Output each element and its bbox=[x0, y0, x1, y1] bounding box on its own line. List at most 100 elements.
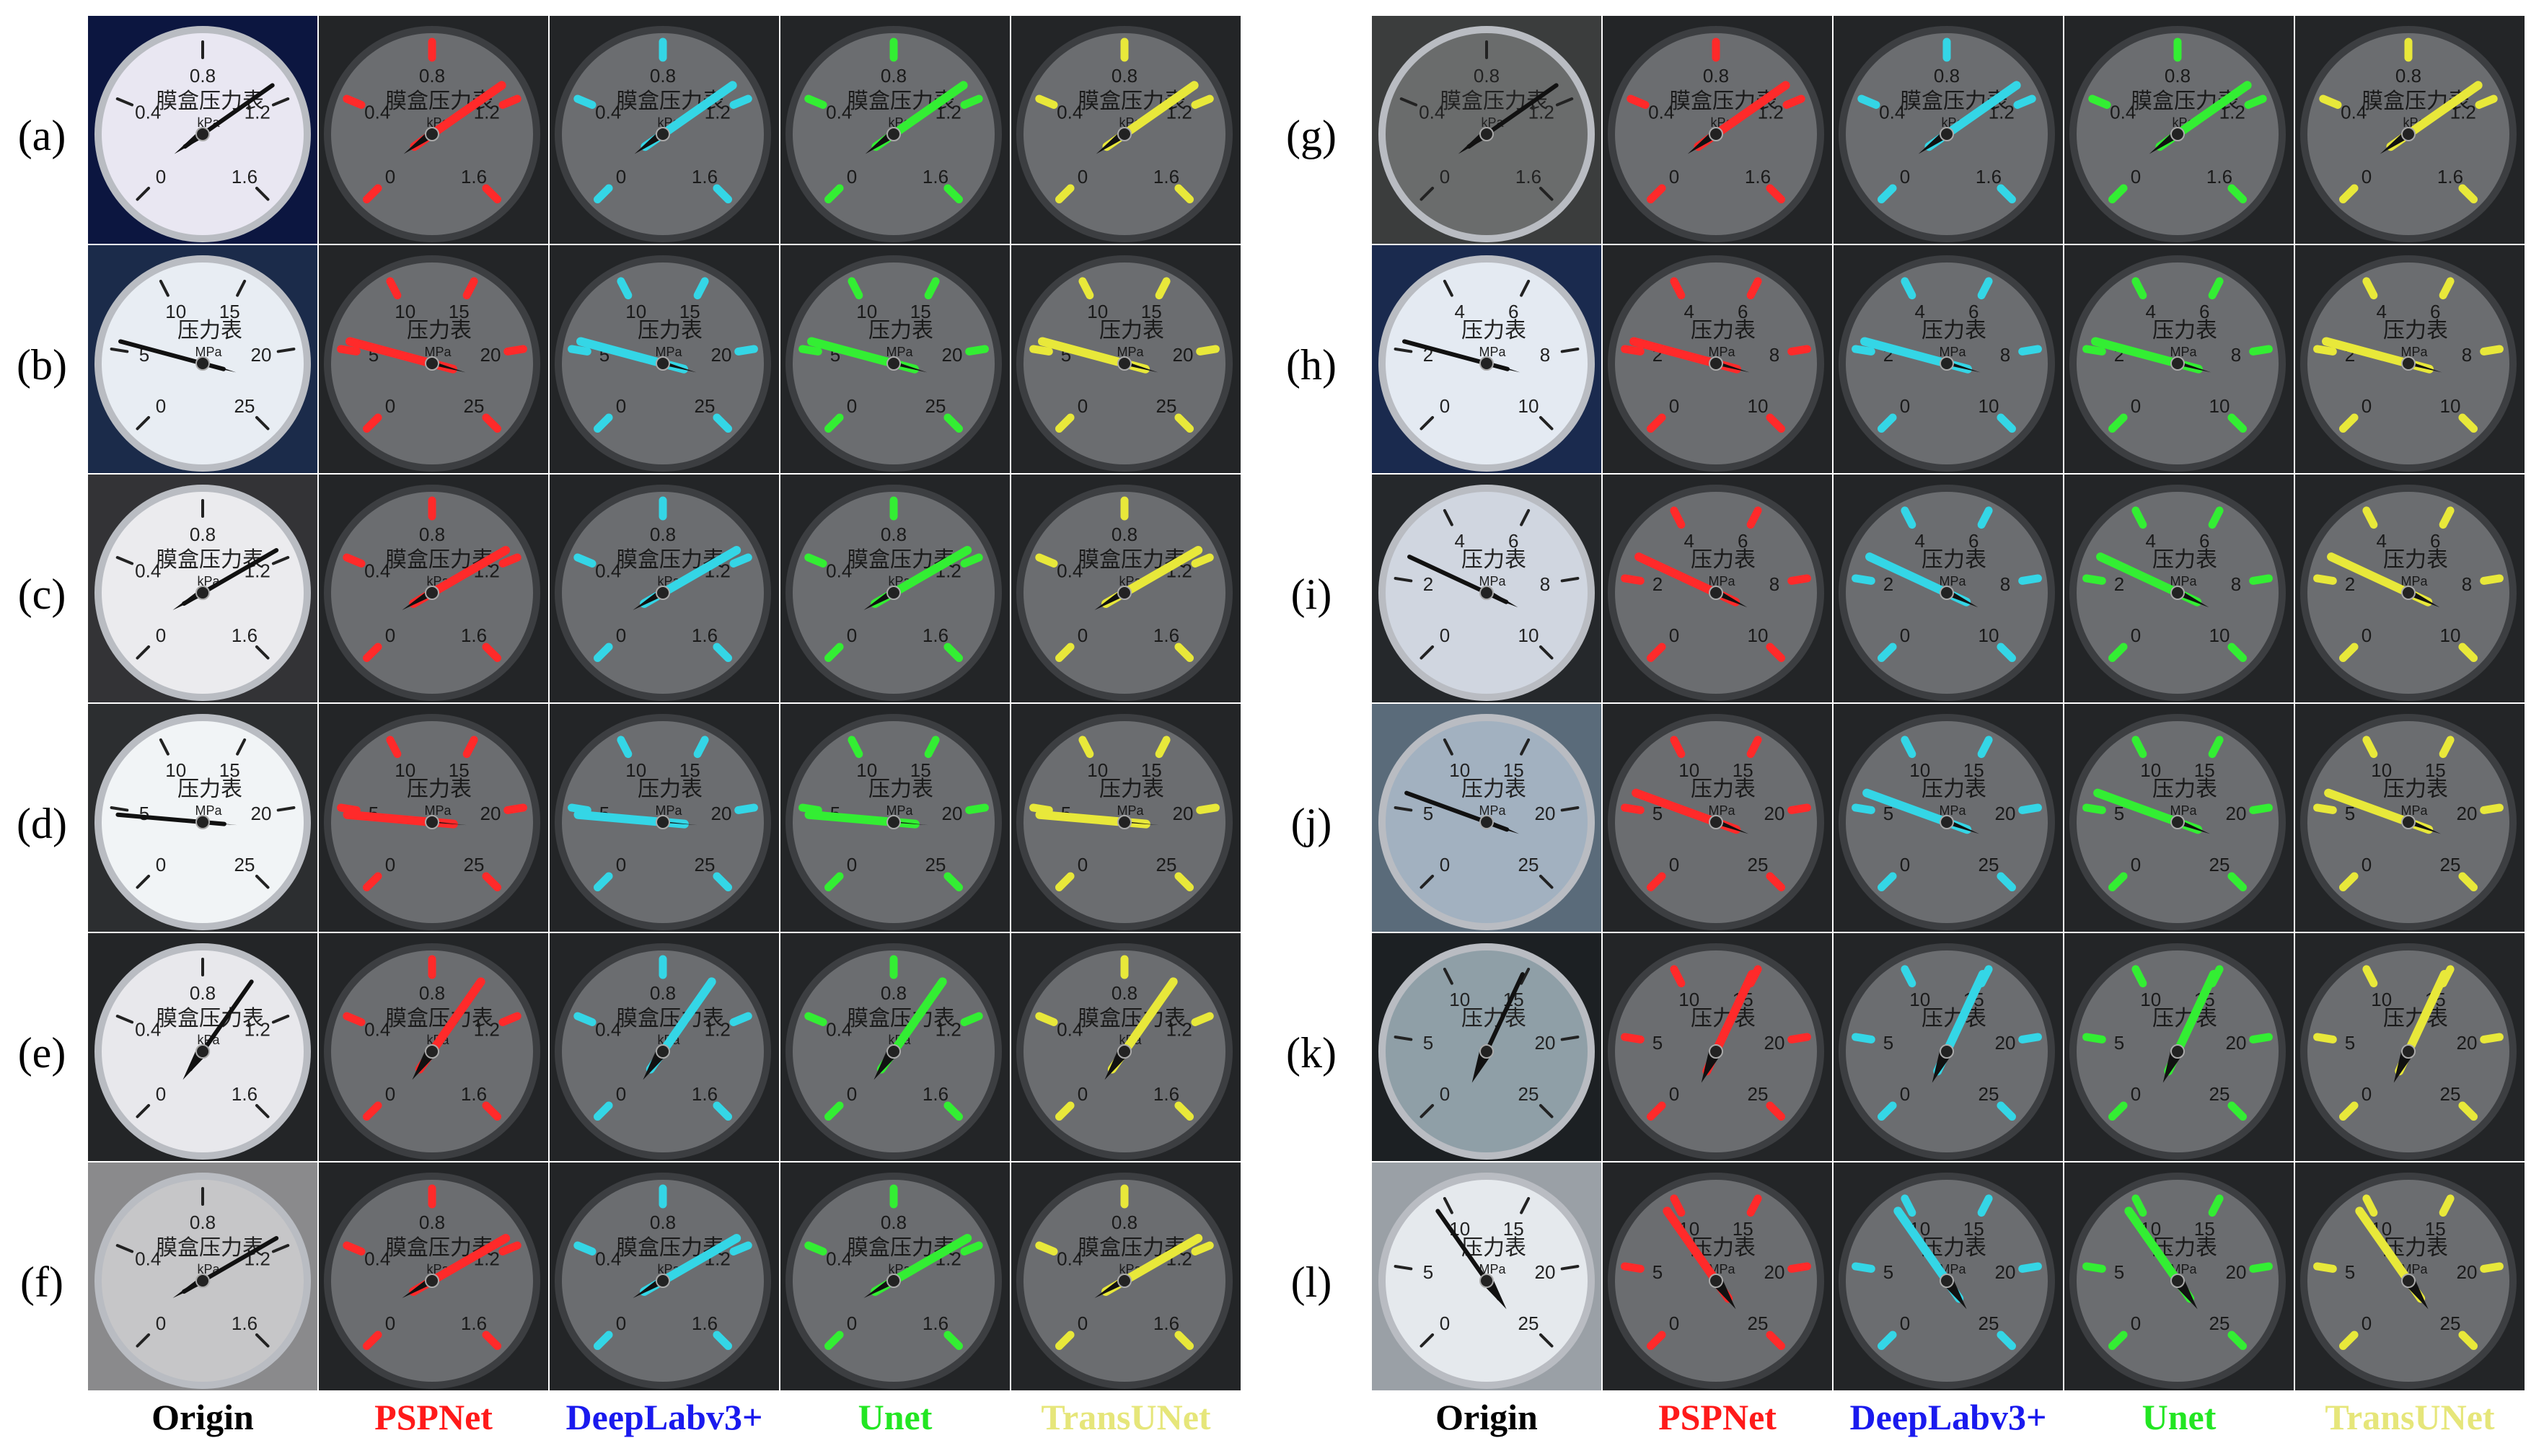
gauge-tick-label: 0 bbox=[385, 395, 395, 417]
gauge-tick-label: 1.2 bbox=[245, 1019, 270, 1041]
gauge-tick-label: 25 bbox=[1979, 854, 1999, 875]
gauge-tick-mark bbox=[498, 94, 521, 109]
gauge-tick-mark bbox=[2362, 277, 2378, 300]
gauge-tick-label: 0.8 bbox=[1703, 65, 1729, 87]
gauge-tick-label: 0 bbox=[1440, 1312, 1450, 1334]
gauge-tick-label: 10 bbox=[2140, 989, 2161, 1010]
gauge-tick-label: 0 bbox=[1078, 1312, 1088, 1334]
gauge-tick-mark bbox=[110, 806, 129, 812]
gauge-pointer-tail bbox=[1104, 1051, 1132, 1080]
gauge-tick-mark bbox=[1852, 1262, 1875, 1273]
gauge-tick-label: 20 bbox=[251, 803, 272, 824]
gauge-tick-mark bbox=[386, 277, 402, 300]
gauge-tick-mark bbox=[1646, 1101, 1666, 1121]
segmentation-result: 0 2 4 6 8 10 压力表 MPa bbox=[1603, 475, 1832, 702]
gauge-tick-mark bbox=[2131, 277, 2147, 300]
gauge-hub bbox=[1709, 1044, 1723, 1059]
gauge-title: 压力表 bbox=[407, 777, 472, 802]
gauge-unit: MPa bbox=[424, 345, 452, 359]
gauge-tick-label: 15 bbox=[2425, 1218, 2446, 1240]
gauge-tick-mark bbox=[2227, 1101, 2248, 1121]
gauge-tick-mark bbox=[2439, 1194, 2455, 1217]
gauge-tick-label: 0 bbox=[847, 166, 857, 187]
gauge-tick-mark bbox=[1977, 277, 1993, 300]
gauge-tick-mark bbox=[1399, 97, 1418, 107]
gauge-tick-mark bbox=[482, 872, 502, 892]
gauge-tick-label: 25 bbox=[925, 854, 946, 875]
origin-image: 0 2 4 6 8 10 压力表 MPa bbox=[1372, 475, 1601, 702]
gauge-tick-label: 25 bbox=[1748, 1083, 1769, 1105]
gauge-tick-mark bbox=[343, 553, 366, 568]
gauge-tick-label: 6 bbox=[1738, 301, 1748, 322]
gauge-tick-mark bbox=[1174, 184, 1194, 204]
gauge-tick-label: 25 bbox=[1156, 854, 1177, 875]
gauge-tick-label: 20 bbox=[1995, 1261, 2016, 1283]
gauge-tick-mark bbox=[2362, 736, 2378, 759]
left-panel: (a) 0 0.4 0.8 1.2 1.6 膜盒压力表 kPa 0 0.4 0.8 1.2 1.6 膜盒压… bbox=[17, 16, 1241, 1435]
gauge-tick-label: 0 bbox=[2362, 166, 2372, 187]
gauge-tick-label: 0 bbox=[1900, 1312, 1910, 1334]
gauge-tick-mark bbox=[804, 553, 827, 568]
gauge-tick-label: 0.4 bbox=[135, 1019, 161, 1041]
gauge-tick-mark bbox=[593, 413, 613, 433]
gauge-hub bbox=[1117, 1044, 1132, 1059]
gauge-tick-label: 25 bbox=[2440, 1083, 2461, 1105]
gauge-tick-mark bbox=[2082, 1033, 2106, 1044]
gauge-hub bbox=[1709, 586, 1723, 600]
gauge-tick-mark bbox=[1394, 1035, 1413, 1041]
gauge-tick-label: 0 bbox=[616, 1083, 626, 1105]
gauge-tick-mark bbox=[1670, 736, 1686, 759]
gauge-tick-mark bbox=[593, 1101, 613, 1121]
gauge-tick-mark bbox=[2338, 1331, 2359, 1351]
gauge-tick-label: 5 bbox=[2345, 1032, 2355, 1054]
gauge-tick-label: 10 bbox=[1518, 625, 1539, 646]
gauge-hub bbox=[886, 127, 901, 141]
gauge-tick-label: 1.6 bbox=[1153, 625, 1179, 646]
gauge-tick-label: 10 bbox=[1087, 301, 1108, 322]
gauge-tick-label: 0 bbox=[1900, 1083, 1910, 1105]
gauge-tick-label: 20 bbox=[1995, 803, 2016, 824]
gauge-tick-mark bbox=[1670, 1194, 1686, 1217]
gauge-tick-mark bbox=[337, 803, 361, 814]
gauge-tick-label: 25 bbox=[695, 395, 716, 417]
gauge-tick-label: 0.4 bbox=[364, 560, 390, 582]
gauge-tick-mark bbox=[2439, 736, 2455, 759]
gauge-tick-mark bbox=[2458, 643, 2478, 663]
gauge-tick-label: 1.2 bbox=[245, 102, 270, 123]
gauge-hub bbox=[1940, 127, 1954, 141]
gauge-tick-label: 0 bbox=[1669, 1083, 1679, 1105]
gauge-tick-mark bbox=[2338, 1101, 2359, 1121]
gauge-tick-mark bbox=[734, 345, 758, 356]
row-label: (a) bbox=[17, 112, 66, 159]
gauge-tick-label: 15 bbox=[910, 301, 931, 322]
gauge-tick-label: 6 bbox=[1508, 301, 1518, 322]
gauge-tick-mark bbox=[2108, 413, 2128, 433]
gauge-tick-label: 10 bbox=[2440, 395, 2461, 417]
gauge-tick-mark bbox=[1901, 277, 1916, 300]
gauge-hub bbox=[1709, 356, 1723, 371]
gauge-tick-label: 0 bbox=[156, 854, 166, 875]
gauge-title: 压力表 bbox=[868, 777, 933, 802]
gauge-tick-mark bbox=[1877, 1331, 1897, 1351]
gauge-tick-label: 0 bbox=[2131, 1312, 2141, 1334]
gauge-tick-label: 6 bbox=[1968, 530, 1979, 552]
row-label: (i) bbox=[1290, 570, 1332, 618]
gauge-tick-label: 0 bbox=[616, 166, 626, 187]
gauge-tick-mark bbox=[1055, 872, 1075, 892]
gauge-tick-mark bbox=[1078, 736, 1094, 759]
gauge-tick-label: 1.6 bbox=[923, 1312, 949, 1334]
gauge-tick-label: 0 bbox=[2362, 854, 2372, 875]
gauge-tick-label: 0 bbox=[847, 1312, 857, 1334]
gauge-tick-mark bbox=[2475, 94, 2498, 109]
